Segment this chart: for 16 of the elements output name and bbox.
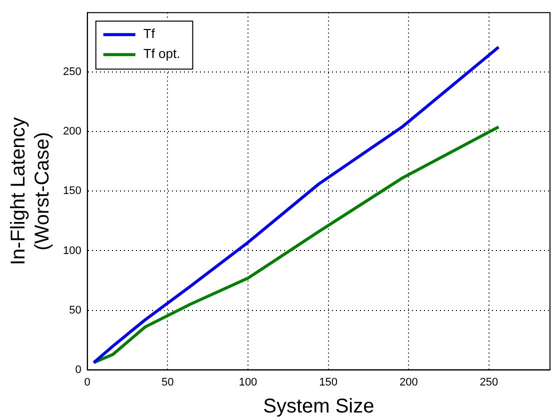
y-tick-label: 100: [62, 244, 82, 257]
legend-label: Tf opt.: [143, 46, 180, 62]
x-tick-label: 150: [319, 376, 338, 388]
x-tick-label: 0: [84, 376, 90, 388]
y-tick-label: 250: [62, 66, 82, 78]
x-tick-label: 200: [399, 376, 418, 388]
y-tick-label: 200: [62, 126, 82, 138]
legend-label: Tf: [143, 26, 156, 42]
y-tick-label: 50: [69, 304, 82, 316]
x-tick-label: 100: [238, 376, 258, 388]
x-axis-title: System Size: [263, 396, 374, 418]
y-tick-label: 0: [75, 364, 82, 376]
y-axis-title: In-Flight Latency (Worst-Case): [8, 117, 54, 266]
x-tick-label: 50: [162, 376, 174, 388]
x-tick-label: 250: [480, 376, 498, 388]
y-tick-label: 150: [62, 185, 82, 198]
